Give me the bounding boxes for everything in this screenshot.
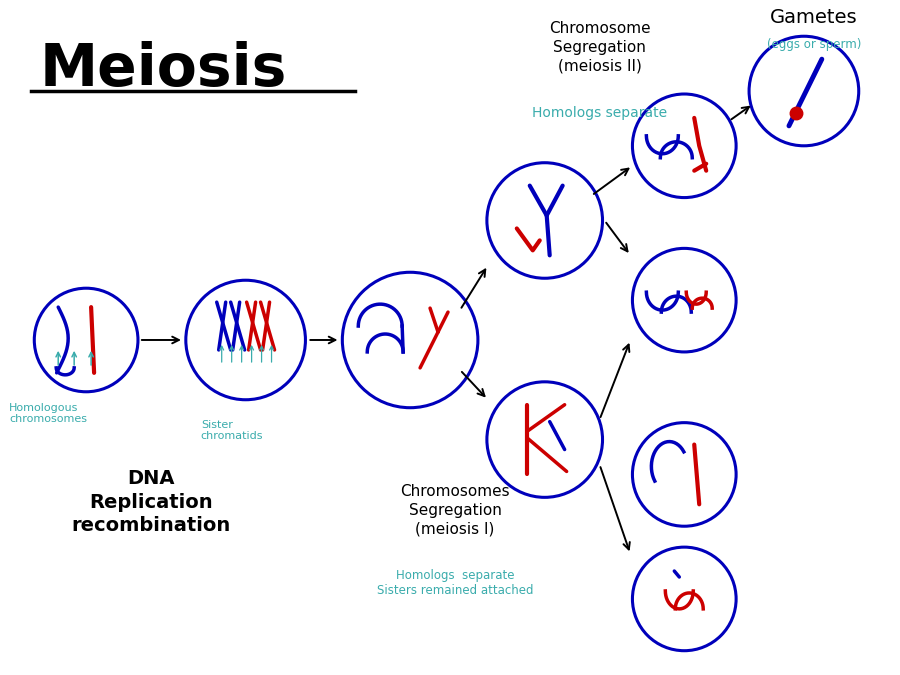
Text: DNA
Replication
recombination: DNA Replication recombination — [71, 469, 230, 535]
Text: Chromosomes
Segregation
(meiosis I): Chromosomes Segregation (meiosis I) — [400, 485, 509, 537]
Text: Sister
chromatids: Sister chromatids — [201, 420, 264, 441]
Text: Gametes: Gametes — [770, 8, 858, 28]
Text: Homologs separate: Homologs separate — [532, 106, 667, 120]
Text: Homologs  separate
Sisters remained attached: Homologs separate Sisters remained attac… — [377, 569, 533, 597]
Text: Homologous
chromosomes: Homologous chromosomes — [9, 403, 87, 425]
Text: (eggs or sperm): (eggs or sperm) — [767, 38, 861, 51]
Text: Meiosis: Meiosis — [40, 41, 286, 99]
Text: Chromosome
Segregation
(meiosis II): Chromosome Segregation (meiosis II) — [549, 22, 651, 74]
